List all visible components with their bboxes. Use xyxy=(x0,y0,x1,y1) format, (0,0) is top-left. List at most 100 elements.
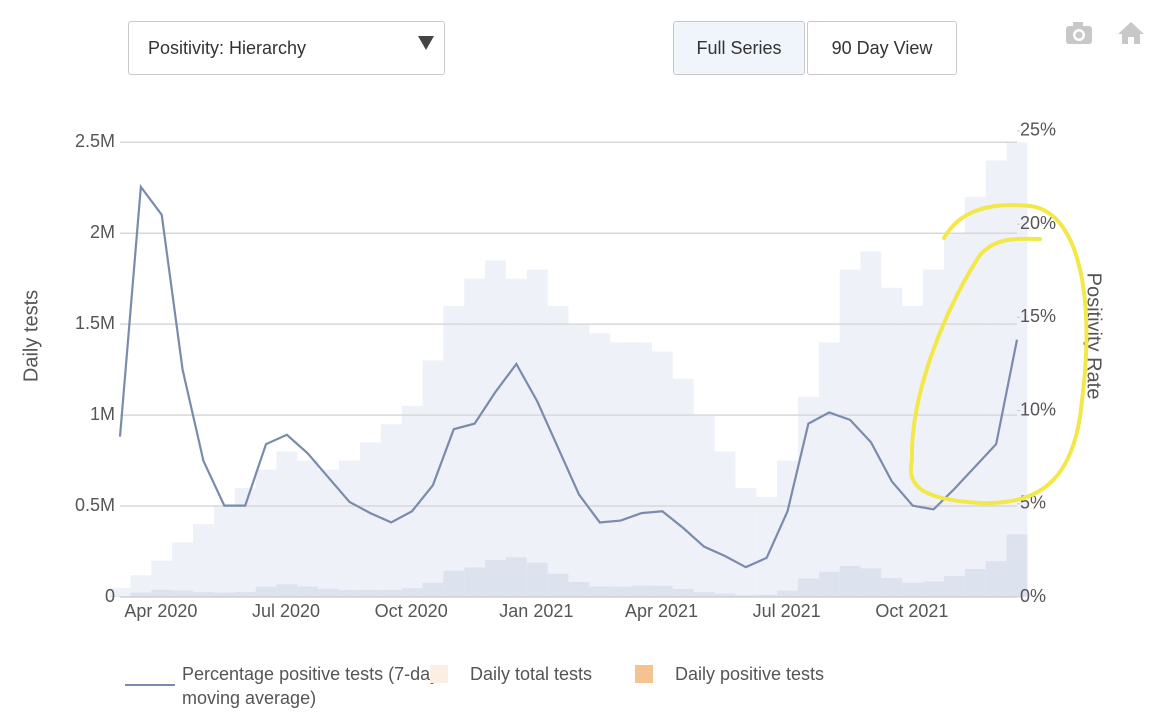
bar xyxy=(589,586,611,597)
bar xyxy=(130,592,152,597)
bar xyxy=(172,542,194,597)
x-tick-label: Apr 2021 xyxy=(625,601,698,621)
x-tick-label: Jul 2021 xyxy=(753,601,821,621)
bar xyxy=(464,567,486,597)
bar xyxy=(714,593,736,597)
bar xyxy=(547,305,569,597)
bar xyxy=(985,561,1007,597)
bar xyxy=(631,585,652,597)
bar xyxy=(860,251,882,597)
bar xyxy=(943,575,965,597)
bar xyxy=(234,591,256,597)
legend-swatch[interactable] xyxy=(635,665,653,683)
bar xyxy=(151,589,173,597)
legend-label[interactable]: Percentage positive tests (7-day moving … xyxy=(182,664,440,708)
y-tick-label: 2.5M xyxy=(75,131,115,151)
bar xyxy=(923,269,944,597)
bar xyxy=(777,460,798,597)
bar xyxy=(422,582,444,597)
y-tick-label: 0 xyxy=(105,586,115,606)
bar xyxy=(193,524,214,597)
bar xyxy=(1006,142,1028,597)
bar xyxy=(735,487,757,597)
dropdown-label: Positivity: Hierarchy xyxy=(148,37,307,58)
bar xyxy=(255,469,277,597)
button[interactable]: Full Series xyxy=(673,21,805,75)
button[interactable]: 90 Day View xyxy=(807,21,957,75)
bar xyxy=(505,278,527,597)
home-icon[interactable] xyxy=(1118,22,1144,44)
bar xyxy=(359,442,381,597)
y-tick-label: 1.5M xyxy=(75,313,115,333)
legend-swatch[interactable] xyxy=(125,684,175,686)
bar xyxy=(672,378,694,597)
bar xyxy=(651,585,673,597)
dropdown-arrow xyxy=(418,36,434,50)
x-tick-label: Oct 2020 xyxy=(375,601,448,621)
y-tick-label: 0.5M xyxy=(75,495,115,515)
bar xyxy=(526,269,548,597)
bar xyxy=(443,305,465,597)
bars xyxy=(109,142,1028,597)
bar xyxy=(964,196,986,597)
bar xyxy=(297,460,319,597)
bar xyxy=(359,590,381,597)
bar xyxy=(380,424,402,597)
bar xyxy=(109,587,131,597)
bar xyxy=(610,342,632,597)
annotation-circle xyxy=(908,203,1089,506)
y2-axis-label: Positivity Rate xyxy=(1083,273,1105,400)
bar xyxy=(777,590,798,597)
y-axis-label: Daily tests xyxy=(20,290,42,382)
bar xyxy=(318,588,340,597)
bar xyxy=(297,586,319,597)
bar xyxy=(818,342,840,597)
bar xyxy=(651,351,673,597)
bar xyxy=(255,586,277,597)
dropdown[interactable]: Positivity: Hierarchy xyxy=(128,21,445,75)
camera-icon[interactable] xyxy=(1066,22,1092,44)
x-tick-label: Jan 2021 xyxy=(499,601,573,621)
bar xyxy=(505,557,527,597)
bar xyxy=(839,565,861,597)
bar xyxy=(213,592,235,597)
bar xyxy=(756,594,778,597)
bar xyxy=(401,406,423,597)
bar xyxy=(672,588,694,597)
bar xyxy=(547,573,569,597)
bar xyxy=(422,360,444,597)
bar xyxy=(485,260,506,597)
bar xyxy=(380,590,402,597)
x-tick-label: Oct 2021 xyxy=(875,601,948,621)
bar xyxy=(401,588,423,597)
legend-label[interactable]: Daily total tests xyxy=(470,664,593,684)
y-tick-label: 1M xyxy=(90,404,115,424)
legend-label[interactable]: Daily positive tests xyxy=(675,664,825,684)
bar xyxy=(589,333,611,597)
bar xyxy=(213,506,235,597)
bar xyxy=(735,595,757,597)
bar xyxy=(130,575,152,597)
legend-swatch[interactable] xyxy=(430,665,448,683)
bar xyxy=(464,278,486,597)
bar xyxy=(318,469,340,597)
bar xyxy=(1006,534,1028,597)
x-tick-label: Jul 2020 xyxy=(252,601,320,621)
bar xyxy=(818,571,840,597)
bar xyxy=(172,590,194,597)
bar xyxy=(631,342,652,597)
y2-tick-label: 20% xyxy=(1020,213,1056,233)
y-tick-label: 2M xyxy=(90,222,115,242)
bar xyxy=(964,568,986,597)
bar xyxy=(985,160,1007,597)
bar xyxy=(568,581,590,597)
bar xyxy=(610,586,632,597)
bar xyxy=(860,568,882,597)
bar xyxy=(756,496,778,597)
bar xyxy=(902,582,924,597)
x-tick-label: Apr 2020 xyxy=(124,601,197,621)
bar xyxy=(568,324,590,597)
bar xyxy=(234,487,256,597)
bar xyxy=(839,269,861,597)
